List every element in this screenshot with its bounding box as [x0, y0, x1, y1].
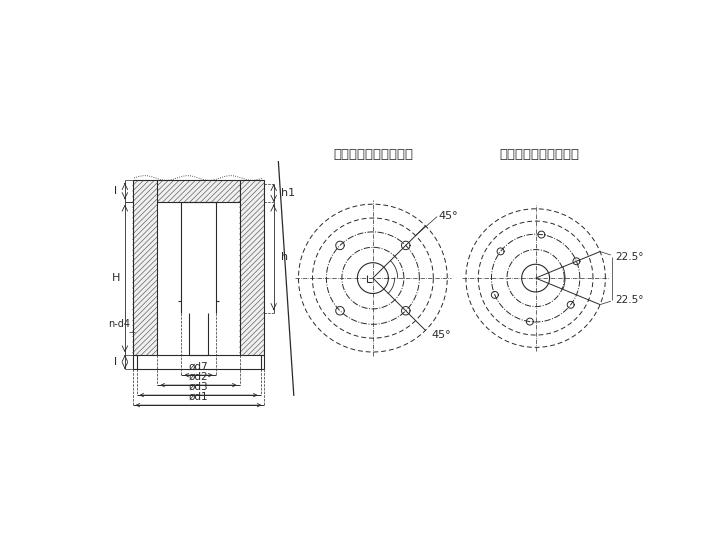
Text: l: l: [114, 186, 117, 196]
Text: ød1: ød1: [189, 392, 208, 402]
Text: ød3: ød3: [189, 382, 208, 392]
Polygon shape: [132, 180, 158, 355]
Text: 45°: 45°: [432, 330, 451, 340]
Text: ød2: ød2: [189, 372, 208, 382]
Text: h: h: [282, 252, 289, 262]
Text: 全关时与电机轴线平行: 全关时与电机轴线平行: [500, 148, 580, 161]
Polygon shape: [158, 180, 240, 202]
Polygon shape: [240, 180, 264, 355]
Text: ød7: ød7: [189, 362, 208, 372]
Text: 全关时与电机轴线平行: 全关时与电机轴线平行: [333, 148, 413, 161]
Text: 22.5°: 22.5°: [616, 252, 644, 261]
Text: 22.5°: 22.5°: [616, 295, 644, 305]
Text: l: l: [114, 357, 117, 367]
Text: h1: h1: [282, 188, 295, 198]
Text: 45°: 45°: [438, 211, 459, 221]
Text: H: H: [112, 273, 120, 284]
Text: n-d4: n-d4: [108, 319, 130, 329]
